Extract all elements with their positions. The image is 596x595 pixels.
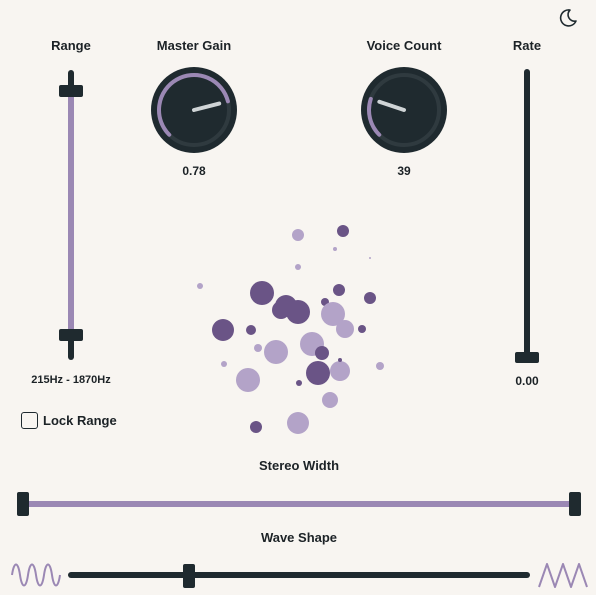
sine-wave-icon (10, 557, 62, 593)
voice-count-label: Voice Count (366, 38, 442, 53)
stereo-width-slider[interactable] (16, 490, 582, 518)
rate-slider[interactable] (512, 66, 542, 368)
wave-shape-handle[interactable] (183, 564, 195, 588)
master-gain-value: 0.78 (182, 164, 206, 178)
stereo-width-left-handle[interactable] (17, 492, 29, 516)
stereo-width-label: Stereo Width (258, 458, 340, 473)
particle-dot (376, 362, 384, 370)
particle-dot (315, 346, 329, 360)
rate-label: Rate (512, 38, 542, 53)
particle-dot (264, 340, 288, 364)
range-selection (68, 96, 74, 336)
range-label: Range (51, 38, 91, 53)
lock-range-label: Lock Range (43, 413, 117, 428)
particle-dot (330, 361, 350, 381)
particle-dot (236, 368, 260, 392)
stereo-width-track (22, 501, 574, 507)
particle-dot (212, 319, 234, 341)
stereo-width-right-handle[interactable] (569, 492, 581, 516)
voice-count-value: 39 (397, 164, 411, 178)
theme-toggle-button[interactable] (557, 7, 579, 29)
particle-dot (338, 358, 342, 362)
particle-dot (358, 325, 366, 333)
range-high-handle[interactable] (59, 329, 83, 341)
range-slider[interactable] (56, 66, 86, 364)
master-gain-label: Master Gain (156, 38, 232, 53)
voice-count-knob[interactable] (360, 66, 448, 154)
particle-dot (337, 225, 349, 237)
wave-shape-slider[interactable] (66, 562, 532, 588)
particle-dot (221, 361, 227, 367)
particle-dot (336, 320, 354, 338)
particle-dot (287, 412, 309, 434)
particle-dot (272, 301, 290, 319)
moon-icon (559, 9, 577, 27)
lock-range-box[interactable] (21, 412, 38, 429)
particle-dot (250, 421, 262, 433)
triangle-wave-icon (537, 560, 589, 590)
particle-dot (321, 302, 345, 326)
particle-dot (246, 325, 256, 335)
particle-dot (295, 264, 301, 270)
particle-dot (250, 281, 274, 305)
particle-dot (292, 229, 304, 241)
rate-track (524, 69, 530, 363)
particle-dot (197, 283, 203, 289)
wave-shape-track (68, 572, 530, 578)
particle-dot (296, 380, 302, 386)
particle-dot (286, 300, 310, 324)
master-gain-knob[interactable] (150, 66, 238, 154)
particle-dot (333, 284, 345, 296)
particle-dot (364, 292, 376, 304)
particle-dot (333, 247, 337, 251)
wave-shape-label: Wave Shape (260, 530, 338, 545)
rate-value: 0.00 (515, 374, 539, 388)
particle-dot (322, 392, 338, 408)
range-low-handle[interactable] (59, 85, 83, 97)
particle-dot (306, 361, 330, 385)
rate-handle[interactable] (515, 352, 539, 363)
particle-dot (369, 257, 371, 259)
lock-range-checkbox[interactable]: Lock Range (21, 411, 121, 429)
particle-visualizer (190, 220, 400, 440)
particle-dot (254, 344, 262, 352)
range-value: 215Hz - 1870Hz (31, 374, 111, 386)
